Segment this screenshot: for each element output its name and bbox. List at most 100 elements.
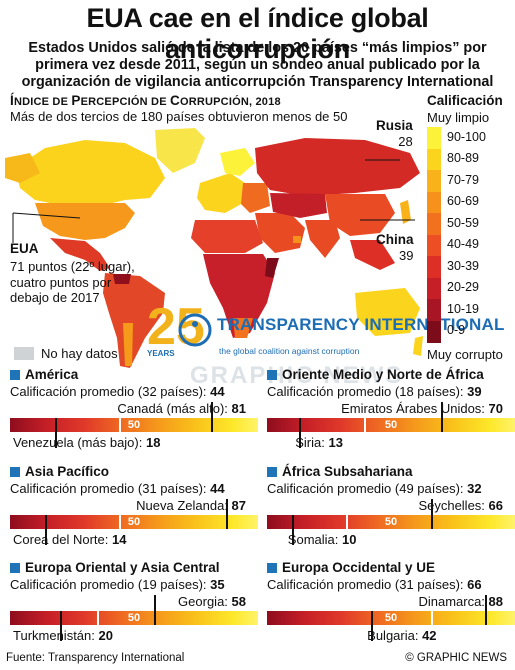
- legend-band-label: 10-19: [447, 301, 479, 316]
- average-marker: [119, 418, 122, 432]
- region-score-bar: 50: [10, 402, 258, 448]
- region-bullet-icon: [10, 562, 20, 573]
- lowest-marker: [54, 418, 57, 448]
- region-average: Calificación promedio (18 países): 39: [267, 384, 482, 399]
- region-highest: Georgia: 58: [178, 594, 246, 609]
- bar-midpoint-label: 50: [384, 516, 398, 528]
- region-lowest: Somalia: 10: [287, 532, 357, 547]
- highest-marker: [440, 402, 443, 432]
- average-marker: [430, 611, 433, 625]
- region-score-bar: 50: [267, 595, 515, 641]
- highest-marker: [210, 402, 213, 432]
- region-panel: Europa Occidental y UE Calificación prome…: [267, 560, 515, 655]
- region-name: Asia Pacífico: [10, 464, 109, 479]
- average-marker: [119, 515, 122, 529]
- legend-color-bar: [427, 127, 441, 343]
- highest-marker: [430, 499, 433, 529]
- map-greenland: [155, 128, 205, 173]
- bar-midpoint-label: 50: [384, 612, 398, 624]
- region-lowest: Corea del Norte: 14: [13, 532, 127, 547]
- world-map: [5, 128, 423, 368]
- region-lowest: Siria: 13: [295, 435, 343, 450]
- region-lowest: Turkmenistán: 20: [13, 628, 113, 643]
- region-average: Calificación promedio (49 países): 32: [267, 481, 482, 496]
- region-highest: Seychelles: 66: [418, 498, 503, 513]
- legend-bottom-label: Muy corrupto: [427, 347, 503, 362]
- region-name: África Subsahariana: [267, 464, 413, 479]
- map-india: [305, 220, 340, 258]
- bar-midpoint-label: 50: [127, 419, 141, 431]
- map-china: [325, 194, 395, 236]
- no-data-legend: No hay datos: [14, 346, 118, 361]
- legend-swatch: [427, 148, 441, 171]
- map-southern-africa: [233, 318, 253, 338]
- map-southeast-asia: [350, 240, 395, 270]
- region-panel: Europa Oriental y Asia Central Calificaci…: [10, 560, 258, 655]
- map-venezuela: [113, 274, 131, 284]
- no-data-swatch: [14, 347, 34, 360]
- region-bullet-icon: [267, 466, 277, 477]
- legend-band-label: 30-39: [447, 258, 479, 273]
- region-score-bar: 50: [10, 499, 258, 545]
- map-north-africa: [191, 220, 263, 253]
- graphic-credit: © GRAPHIC NEWS: [405, 652, 507, 664]
- map-central-asia: [270, 193, 327, 218]
- map-western-europe: [197, 173, 245, 213]
- map-scandinavia: [220, 148, 255, 176]
- map-alaska: [5, 153, 40, 183]
- map-japan: [400, 200, 411, 224]
- legend-band-label: 40-49: [447, 237, 479, 252]
- region-name: América: [10, 367, 78, 382]
- callout-line-usa: [12, 212, 81, 219]
- map-south-america: [103, 273, 165, 368]
- lowest-marker: [291, 515, 294, 545]
- legend-band-label: 90-100: [447, 129, 486, 144]
- legend-band-label: 20-29: [447, 280, 479, 295]
- legend-title: Calificación: [427, 93, 503, 108]
- average-marker: [363, 418, 366, 432]
- highest-marker: [153, 595, 156, 625]
- legend-top-label: Muy limpio: [427, 110, 490, 125]
- lowest-marker: [371, 611, 374, 641]
- region-highest: Dinamarca: 88: [418, 594, 503, 609]
- map-mexico: [50, 238, 110, 271]
- lowest-marker: [59, 611, 62, 641]
- legend-swatch: [427, 299, 441, 321]
- page-title: EUA cae en el índice global anticorrupci…: [86, 3, 429, 64]
- legend-swatch: [427, 191, 441, 214]
- ti-25-years-logo: 25: [147, 298, 212, 356]
- lowest-marker: [44, 515, 47, 545]
- region-bullet-icon: [267, 369, 277, 380]
- region-highest: Nueva Zelanda: 87: [136, 498, 246, 513]
- highest-marker: [225, 499, 228, 529]
- map-sub-saharan-africa: [203, 254, 275, 338]
- watermark: GRAPHIC NEWS: [190, 362, 404, 389]
- region-bullet-icon: [267, 562, 277, 573]
- map-russia: [255, 138, 420, 196]
- legend-swatch: [427, 256, 441, 278]
- legend-swatch: [427, 213, 441, 235]
- region-average: Calificación promedio (31 países): 44: [10, 481, 225, 496]
- legend-swatch: [427, 277, 441, 300]
- region-panel: Asia Pacífico Calificación promedio (31 p…: [10, 464, 258, 559]
- average-marker: [346, 515, 349, 529]
- map-usa: [35, 203, 135, 240]
- region-bullet-icon: [10, 466, 20, 477]
- region-score-bar: 50: [10, 595, 258, 641]
- map-somalia: [265, 258, 279, 278]
- region-name: Europa Occidental y UE: [267, 560, 435, 575]
- callout-usa-text: 71 puntos (22º lugar), cuatro puntos por…: [10, 259, 135, 305]
- average-marker: [96, 611, 99, 625]
- legend-band-label: 70-79: [447, 172, 479, 187]
- legend-swatch: [427, 320, 441, 343]
- highest-marker: [485, 595, 488, 625]
- map-eastern-europe: [241, 183, 270, 213]
- map-title: ÍNDICE DE PERCEPCIÓN DE CORRUPCIÓN, 2018: [10, 93, 281, 108]
- bar-midpoint-label: 50: [127, 612, 141, 624]
- legend-swatch: [427, 127, 441, 149]
- region-score-bar: 50: [267, 499, 515, 545]
- logo-ti-tagline: the global coalition against corruption: [219, 346, 360, 356]
- legend-swatch: [427, 234, 441, 257]
- region-panel: Oriente Medio y Norte de África Calificac…: [267, 367, 515, 462]
